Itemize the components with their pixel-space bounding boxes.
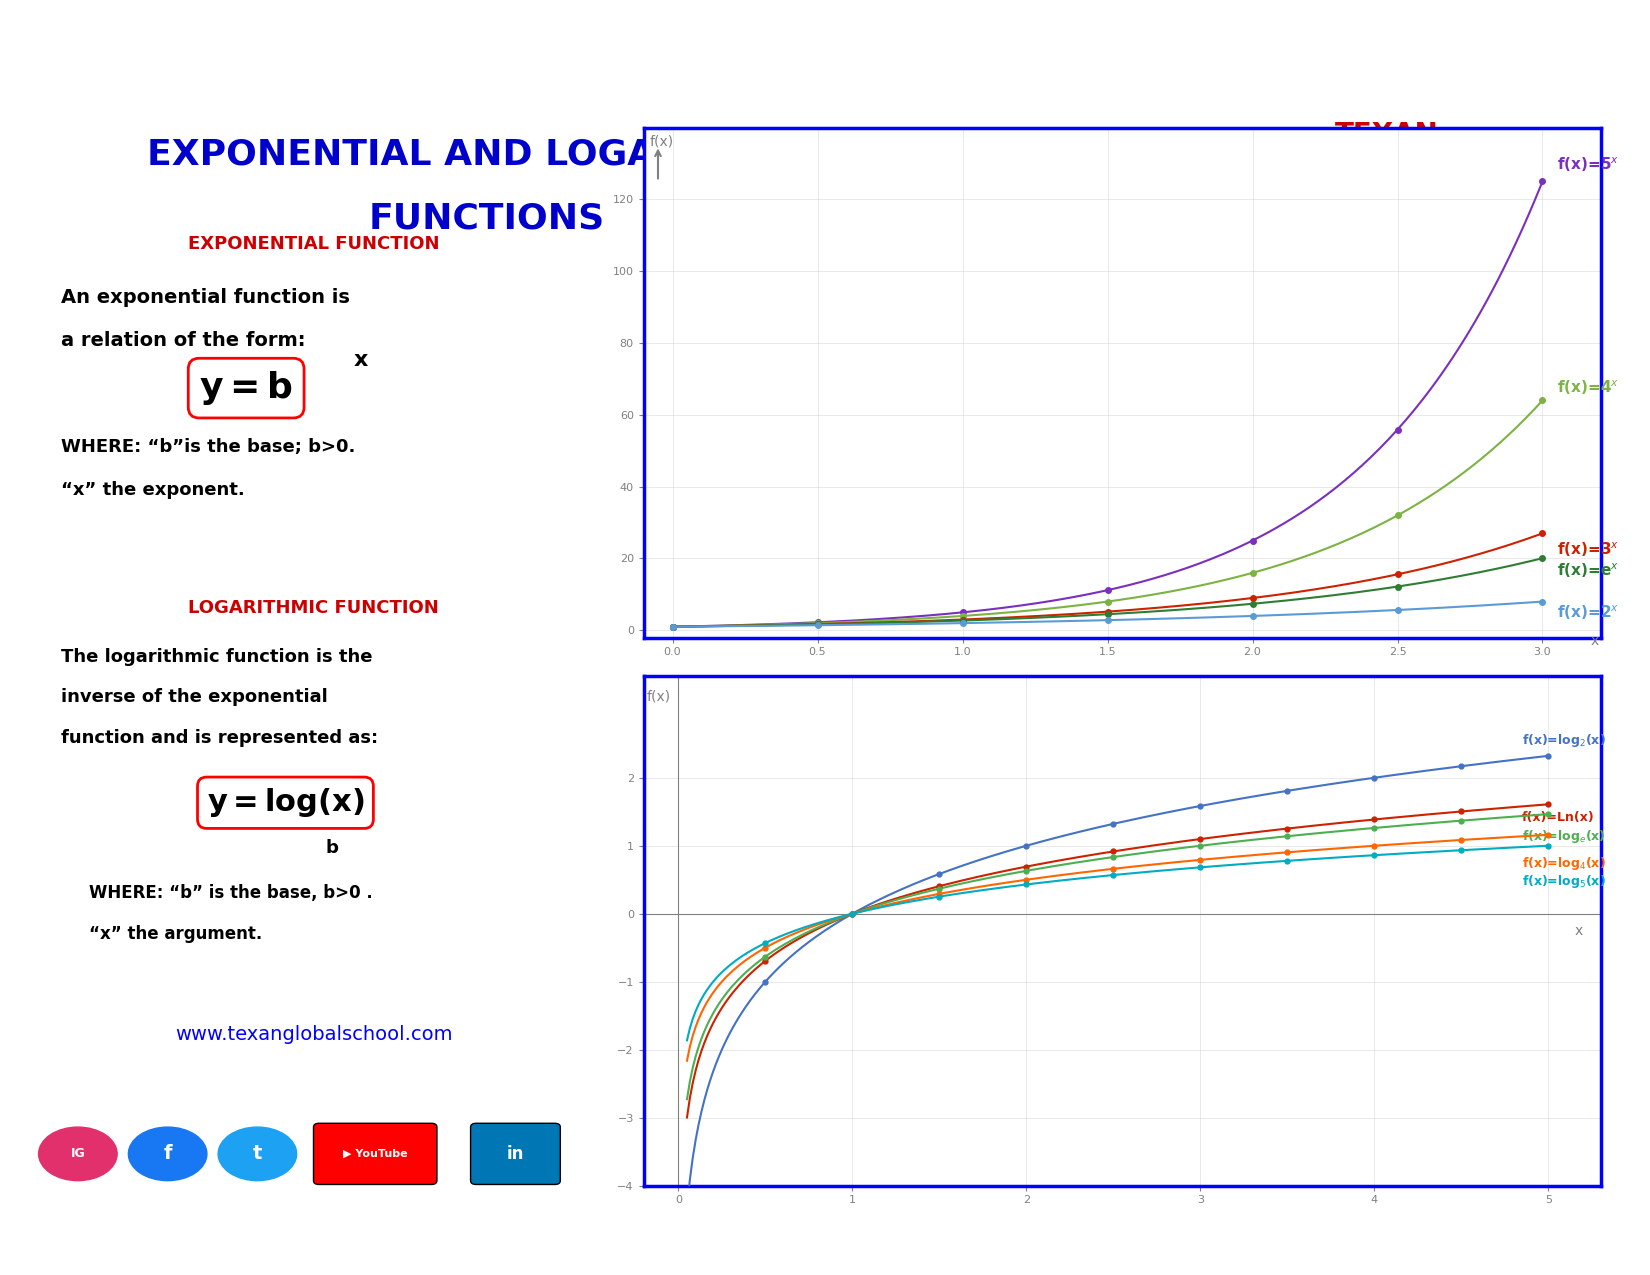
Text: $\mathbf{y=b}$: $\mathbf{y=b}$ [200,368,294,407]
Text: f(x)=5$^x$: f(x)=5$^x$ [1558,156,1619,175]
Circle shape [38,1127,117,1181]
Text: f(x)=log$_4$(x): f(x)=log$_4$(x) [1523,856,1605,872]
Text: f: f [163,1145,172,1163]
Text: f(x)=e$^x$: f(x)=e$^x$ [1558,562,1619,580]
Text: f(x)=4$^x$: f(x)=4$^x$ [1558,379,1619,397]
Text: f(x): f(x) [647,690,672,704]
Text: a relation of the form:: a relation of the form: [61,332,305,351]
Text: EXPONENTIAL AND LOGARITHMIC: EXPONENTIAL AND LOGARITHMIC [147,138,827,172]
Text: function and is represented as:: function and is represented as: [61,729,378,747]
Text: f(x)=log$_5$(x): f(x)=log$_5$(x) [1523,873,1605,890]
FancyBboxPatch shape [470,1123,561,1184]
Text: WHERE: “b” is the base, b>0 .: WHERE: “b” is the base, b>0 . [89,885,373,903]
Text: x: x [1574,924,1582,938]
Text: inverse of the exponential: inverse of the exponential [61,688,328,706]
Text: f(x)=2$^x$: f(x)=2$^x$ [1558,603,1619,622]
Text: LOGARITHMIC FUNCTION: LOGARITHMIC FUNCTION [188,599,439,617]
Text: FUNCTIONS: FUNCTIONS [368,201,606,235]
Text: WHERE: “b”is the base; b>0.: WHERE: “b”is the base; b>0. [61,439,355,456]
Text: x: x [1591,634,1599,648]
Text: Global Online Learning: Global Online Learning [1335,194,1478,207]
Text: f(x)=log$_2$(x): f(x)=log$_2$(x) [1523,732,1605,748]
Text: www.texanglobalschool.com: www.texanglobalschool.com [175,1025,452,1043]
Text: An exponential function is: An exponential function is [61,288,350,307]
Text: “x” the exponent.: “x” the exponent. [61,481,244,499]
Text: TEXAN: TEXAN [1335,121,1439,149]
Text: in: in [507,1145,525,1163]
FancyBboxPatch shape [314,1123,437,1184]
Text: f(x): f(x) [650,135,673,149]
Text: $\mathbf{y=log(x)}$: $\mathbf{y=log(x)}$ [206,787,365,820]
Text: GLOBAL SCHOOL: GLOBAL SCHOOL [1335,159,1571,184]
Text: $\mathbf{x}$: $\mathbf{x}$ [353,349,370,370]
Text: t: t [252,1145,262,1163]
Circle shape [129,1127,206,1181]
Text: EXPONENTIAL FUNCTION: EXPONENTIAL FUNCTION [188,235,439,252]
Text: f(x)=3$^x$: f(x)=3$^x$ [1558,541,1619,560]
Text: The logarithmic function is the: The logarithmic function is the [61,648,373,666]
Text: ▶ YouTube: ▶ YouTube [343,1149,408,1159]
Text: IG: IG [71,1148,86,1160]
Text: $\mathbf{b}$: $\mathbf{b}$ [325,839,338,857]
Circle shape [218,1127,297,1181]
Text: f(x)=Ln(x): f(x)=Ln(x) [1523,811,1596,824]
Text: “x” the argument.: “x” the argument. [89,926,262,944]
Text: f(x)=log$_e$(x): f(x)=log$_e$(x) [1523,827,1605,845]
